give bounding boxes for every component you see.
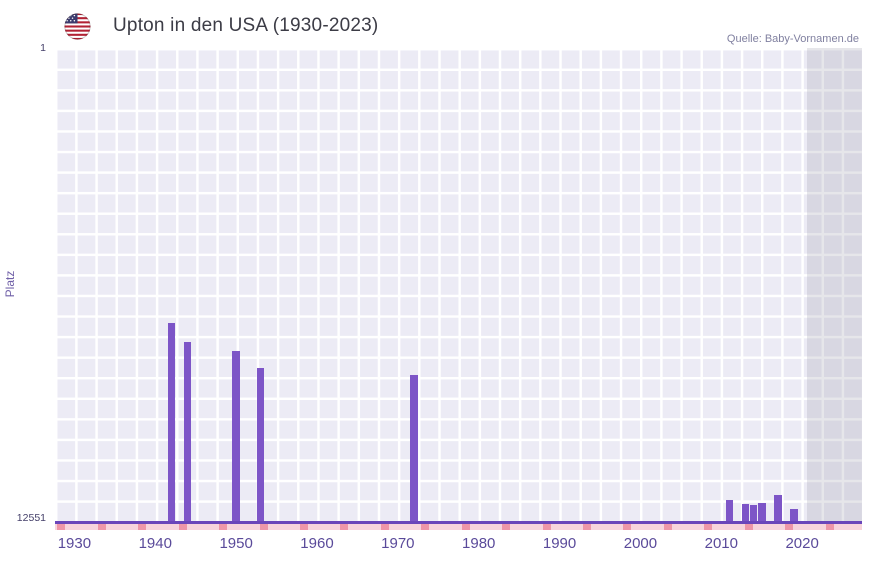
- unranked-year-tick: [583, 524, 592, 530]
- rank-history-chart: Platz 1 12551 1930 1940 1950 1960 1970 1980 19…: [0, 42, 873, 565]
- unranked-year-tick: [502, 524, 511, 530]
- x-axis-tick-1930: 1930: [57, 535, 92, 552]
- unranked-year-tick: [380, 524, 389, 530]
- unranked-year-tick: [57, 524, 66, 530]
- unranked-year-tick: [178, 524, 187, 530]
- unranked-year-tick: [340, 524, 349, 530]
- x-axis-tick-1970: 1970: [381, 535, 415, 552]
- x-axis-tick-2000: 2000: [623, 535, 658, 552]
- chart-header: Upton in den USA (1930-2023) Quelle: Bab…: [0, 0, 873, 46]
- rank-bar-1953: [256, 368, 265, 521]
- rank-bar-2017: [774, 494, 782, 521]
- rank-bar-1942: [167, 323, 176, 521]
- x-axis-tick-1950: 1950: [219, 535, 253, 552]
- x-axis-tick-2010: 2010: [704, 535, 738, 552]
- unranked-year-tick: [259, 524, 268, 530]
- unranked-year-tick: [138, 524, 147, 530]
- rank-bar-2013: [741, 504, 750, 521]
- rank-bar-2019: [790, 508, 798, 521]
- unranked-year-tick: [704, 524, 713, 530]
- rank-bar-2014: [749, 505, 758, 521]
- unranked-year-tick: [542, 524, 551, 530]
- plot-wrap: 1 12551 1930 1940 1950 1960 1970 1980 1990 2000…: [17, 42, 862, 565]
- us-flag-icon: [64, 12, 91, 40]
- rank-bar-1950: [232, 351, 240, 521]
- y-axis-tick-worst: 12551: [16, 512, 46, 524]
- x-axis-tick-2020: 2020: [785, 535, 819, 552]
- y-axis-tick-best: 1: [40, 42, 46, 54]
- unranked-year-tick: [461, 524, 470, 530]
- x-axis-tick-1960: 1960: [300, 535, 334, 552]
- rank-bar-1944: [183, 341, 192, 521]
- unranked-year-tick: [825, 524, 834, 530]
- source-credit: Quelle: Baby-Vornamen.de: [726, 33, 859, 45]
- x-axis-tick-1980: 1980: [462, 535, 496, 552]
- x-axis-tick-1940: 1940: [138, 535, 172, 552]
- unranked-year-tick: [663, 524, 672, 530]
- unranked-years-strip: [55, 524, 862, 530]
- y-axis-title: Platz: [3, 270, 17, 298]
- unranked-year-tick: [300, 524, 308, 530]
- plot-area: [55, 48, 862, 521]
- unranked-year-tick: [219, 524, 228, 530]
- unranked-year-tick: [623, 524, 632, 530]
- x-axis-tick-1990: 1990: [542, 535, 577, 552]
- unranked-year-tick: [785, 524, 794, 530]
- unranked-year-tick: [744, 524, 753, 530]
- unranked-year-tick: [421, 524, 430, 530]
- x-axis-labels: 1930 1940 1950 1960 1970 1980 1990 2000 2010 2020: [55, 535, 862, 565]
- unranked-year-tick: [97, 524, 106, 530]
- rank-bar-1972: [410, 375, 418, 521]
- x-axis-line: [55, 521, 862, 524]
- no-data-band: [807, 48, 862, 521]
- rank-bar-2011: [725, 500, 734, 521]
- page-title: Upton in den USA (1930-2023): [113, 15, 379, 36]
- rank-bar-2015: [757, 503, 766, 521]
